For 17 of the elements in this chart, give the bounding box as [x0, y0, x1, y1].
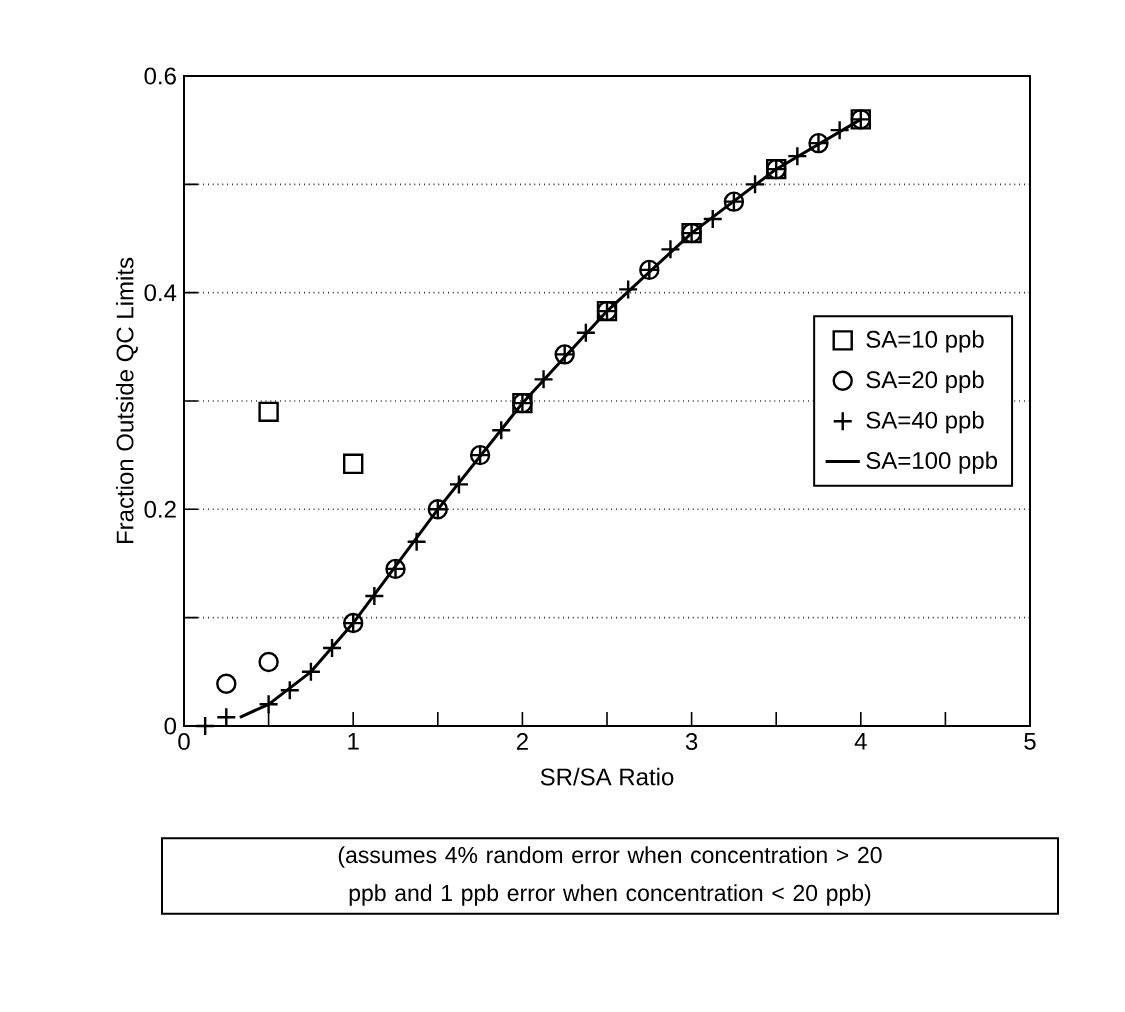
- y-tick-label: 0.6: [144, 67, 176, 85]
- x-axis-title: SR/SA Ratio: [540, 767, 674, 786]
- y-axis-title: Fraction Outside QC Limits: [115, 257, 138, 544]
- x-tick-label: 3: [685, 733, 698, 751]
- x-tick-label: 4: [854, 733, 867, 750]
- legend-label: SA=100 ppb: [866, 451, 998, 474]
- legend-label: SA=40 ppb: [866, 411, 984, 434]
- x-tick-label: 5: [1024, 733, 1036, 750]
- x-tick-label: 2: [516, 733, 528, 750]
- x-tick-label: 0: [178, 733, 190, 751]
- y-tick-label: 0: [164, 717, 177, 735]
- legend-label: SA=20 ppb: [866, 370, 984, 393]
- y-tick-label: 0.2: [144, 500, 176, 518]
- legend-label: SA=10 ppb: [866, 330, 984, 353]
- text: (assumes 4% random error when concentration > 20 ppb and 1 ppb error when concentration < 20 ppb): [338, 846, 882, 906]
- y-tick-label: 0.4: [144, 284, 177, 302]
- x-tick-label: 1: [348, 733, 359, 750]
